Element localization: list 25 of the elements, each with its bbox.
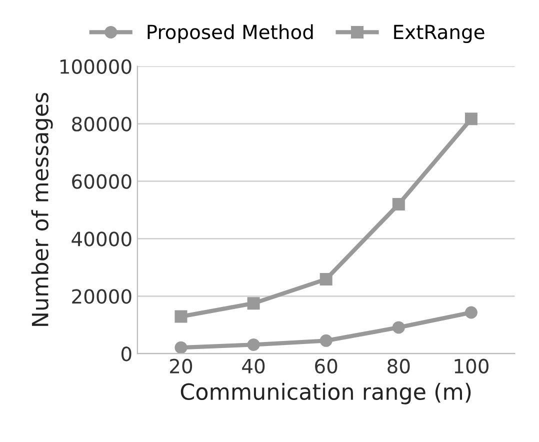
y-tick-label: 40000 [72, 232, 132, 246]
point [247, 338, 260, 351]
point [320, 272, 332, 286]
x-tick-label: 40 [242, 358, 265, 374]
point [174, 341, 188, 354]
point [464, 112, 478, 126]
point [392, 321, 405, 334]
x-tick-label: 60 [315, 358, 338, 374]
y-tick-label: 60000 [72, 174, 132, 189]
point [464, 306, 478, 319]
y-tick-label: 0 [121, 346, 132, 362]
point [320, 334, 332, 347]
y-tick-label: 20000 [72, 289, 132, 304]
legend-label: Proposed Method [148, 24, 313, 44]
legend-label: ExtRange [394, 24, 484, 44]
x-axis-title: Communication range (m) [180, 382, 471, 404]
y-tick-label: 100000 [60, 59, 132, 74]
point [247, 297, 260, 310]
y-axis-title: Number of messages [31, 92, 53, 326]
point [174, 310, 188, 323]
x-tick-label: 80 [388, 358, 410, 374]
y-tick-label: 80000 [72, 116, 132, 132]
x-tick-label: 100 [454, 358, 488, 374]
x-tick-label: 20 [170, 358, 192, 374]
point [392, 198, 405, 210]
